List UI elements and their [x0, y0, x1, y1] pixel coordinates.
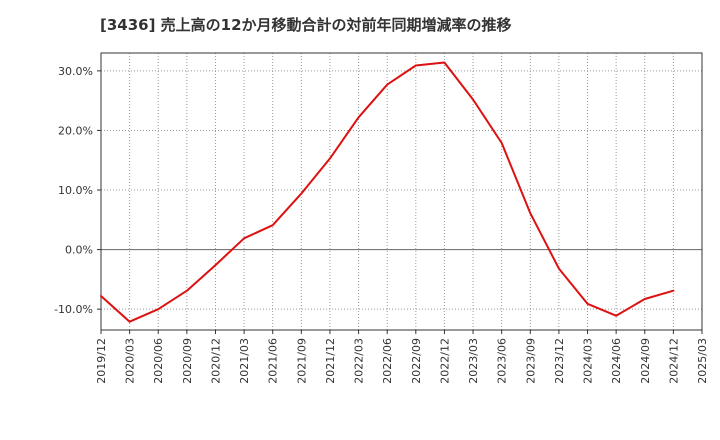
x-tick-label: 2024/09 — [639, 338, 652, 384]
x-tick-label: 2020/12 — [209, 338, 222, 384]
x-tick-label: 2020/06 — [152, 338, 165, 384]
x-tick-label: 2019/12 — [95, 338, 108, 384]
series-line — [100, 61, 675, 323]
y-tick-label: 0.0% — [65, 244, 93, 257]
x-tick-label: 2024/06 — [610, 338, 623, 384]
x-tick-label: 2022/03 — [353, 338, 366, 384]
x-tick-label: 2025/03 — [696, 338, 709, 384]
x-tick-label: 2022/12 — [438, 338, 451, 384]
x-tick-label: 2023/09 — [524, 338, 537, 384]
x-tick-label: 2021/12 — [324, 338, 337, 384]
x-tick-label: 2023/06 — [496, 338, 509, 384]
x-tick-label: 2022/06 — [381, 338, 394, 384]
y-tick-label: 30.0% — [58, 65, 93, 78]
x-tick-label: 2020/03 — [124, 338, 137, 384]
y-tick-label: 10.0% — [58, 184, 93, 197]
x-tick-label: 2021/06 — [267, 338, 280, 384]
series-layer — [100, 61, 675, 323]
x-tick-label: 2022/09 — [410, 338, 423, 384]
x-tick-label: 2023/12 — [553, 338, 566, 384]
tick-label-layer: 30.0% 20.0% 10.0% 0.0% -10.0% 2019/12 2020/03 2… — [54, 65, 709, 384]
axis-layer — [97, 52, 703, 334]
x-tick-label: 2020/09 — [181, 338, 194, 384]
plot-frame — [100, 52, 703, 331]
chart-title: [3436] 売上高の12か月移動合計の対前年同期増減率の推移 — [100, 16, 512, 34]
y-tick-label: -10.0% — [54, 303, 93, 316]
x-tick-label: 2023/03 — [467, 338, 480, 384]
y-tick-label: 20.0% — [58, 124, 93, 137]
grid-layer — [101, 53, 702, 330]
x-tick-label: 2024/03 — [582, 338, 595, 384]
x-tick-label: 2021/09 — [295, 338, 308, 384]
x-tick-label: 2024/12 — [667, 338, 680, 384]
x-tick-label: 2021/03 — [238, 338, 251, 384]
